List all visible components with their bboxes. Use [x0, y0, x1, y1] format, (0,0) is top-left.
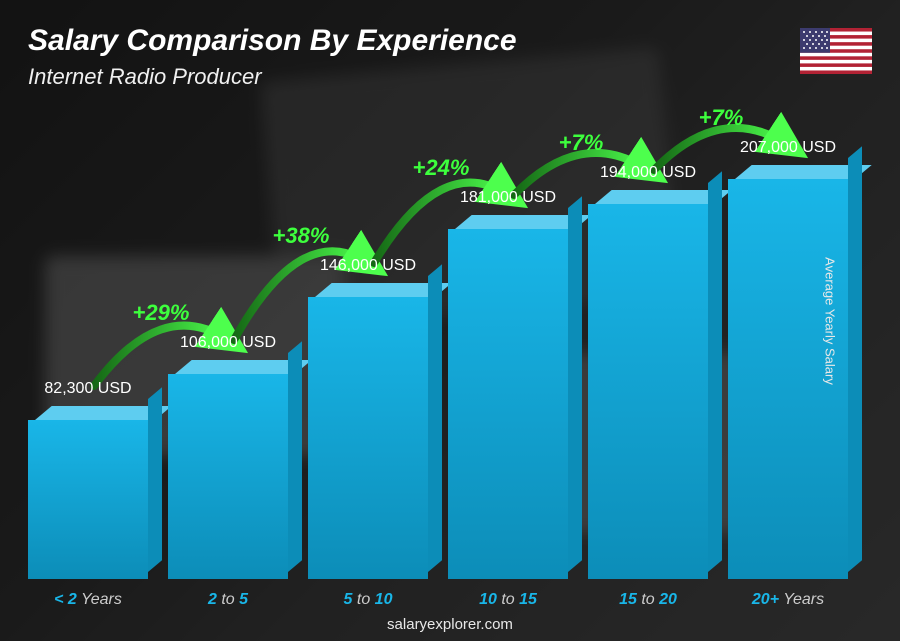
- bar: [168, 360, 288, 579]
- category-label: < 2 Years: [28, 591, 148, 609]
- page-subtitle: Internet Radio Producer: [28, 64, 517, 90]
- category-label: 5 to 10: [308, 591, 428, 609]
- bar-slot: 194,000 USD: [588, 164, 708, 579]
- bar-value-label: 194,000 USD: [600, 164, 696, 182]
- bar-slot: 82,300 USD: [28, 380, 148, 579]
- bar-value-label: 106,000 USD: [180, 334, 276, 352]
- content-container: Salary Comparison By Experience Internet…: [0, 0, 900, 641]
- bar: [308, 283, 428, 579]
- bar-slot: 106,000 USD: [168, 334, 288, 579]
- category-labels: < 2 Years 2 to 5 5 to 10 10 to 15 15 to 20 20…: [28, 591, 848, 609]
- footer-site: salaryexplorer.com: [0, 616, 900, 633]
- bar: [448, 215, 568, 579]
- bar-value-label: 207,000 USD: [740, 139, 836, 157]
- country-flag-icon: [800, 28, 872, 74]
- bar-value-label: 146,000 USD: [320, 257, 416, 275]
- category-label: 2 to 5: [168, 591, 288, 609]
- category-label: 20+ Years: [728, 591, 848, 609]
- y-axis-label: Average Yearly Salary: [823, 257, 838, 385]
- bar-value-label: 82,300 USD: [44, 380, 131, 398]
- bar-slot: 181,000 USD: [448, 189, 568, 579]
- bar: [588, 190, 708, 579]
- title-block: Salary Comparison By Experience Internet…: [28, 24, 517, 90]
- category-label: 15 to 20: [588, 591, 708, 609]
- category-label: 10 to 15: [448, 591, 568, 609]
- bars-container: 82,300 USD 106,000 USD 146,000 USD 181,000 …: [28, 110, 848, 579]
- header: Salary Comparison By Experience Internet…: [28, 24, 872, 90]
- page-title: Salary Comparison By Experience: [28, 24, 517, 58]
- salary-chart: +29%+38%+24%+7%+7% 82,300 USD106,000 USD…: [28, 110, 848, 579]
- bar-value-label: 181,000 USD: [460, 189, 556, 207]
- bar: [28, 406, 148, 579]
- bar-slot: 146,000 USD: [308, 257, 428, 579]
